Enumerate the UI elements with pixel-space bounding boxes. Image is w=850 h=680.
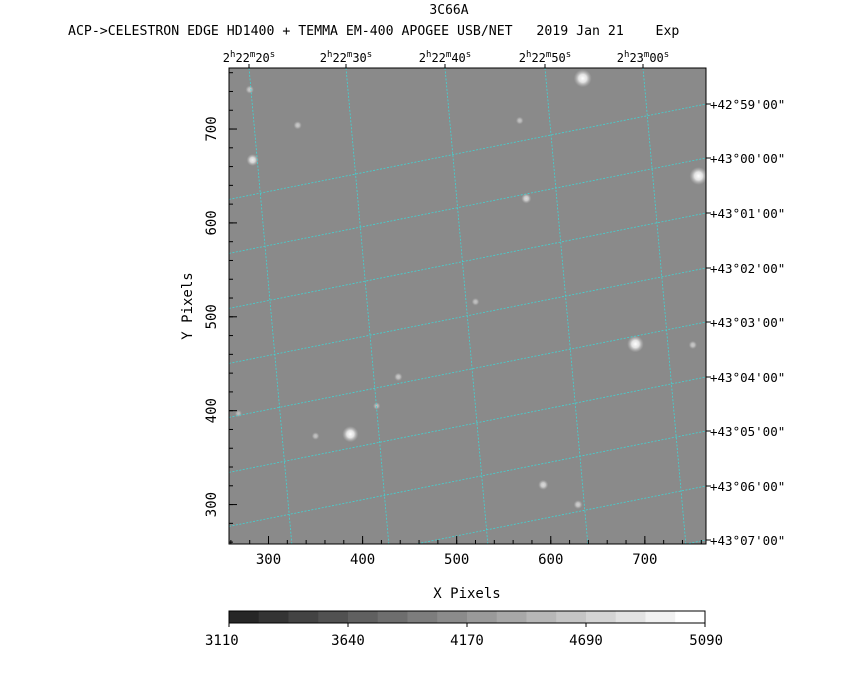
x-tick-label: 700: [632, 552, 657, 568]
ra-label: 2h22m20s: [223, 50, 275, 65]
ra-grid-line: [248, 68, 293, 544]
colorbar-swatch: [496, 611, 527, 623]
x-tick-label: 600: [538, 552, 563, 568]
star: [573, 500, 583, 510]
star: [515, 116, 524, 125]
dec-label: +43°03'00": [710, 315, 785, 330]
star: [521, 193, 532, 204]
plot-subtitle: ACP->CELESTRON EDGE HD1400 + TEMMA EM-40…: [68, 24, 679, 39]
star: [538, 479, 549, 490]
dec-grid-line: [229, 212, 706, 309]
y-tick-label: 600: [204, 210, 220, 235]
ra-label: 2h22m30s: [320, 50, 372, 65]
ra-grid-line: [544, 68, 589, 544]
image-panel: [228, 67, 785, 545]
colorbar-swatch: [586, 611, 617, 623]
star: [471, 297, 480, 306]
dec-grid-line: [413, 485, 706, 544]
colorbar-swatch: [526, 611, 557, 623]
dec-label: +43°04'00": [710, 370, 785, 385]
star: [627, 335, 644, 353]
dec-grid-line: [229, 430, 706, 527]
colorbar-swatch: [615, 611, 646, 623]
star: [245, 85, 254, 94]
colorbar-swatch: [675, 611, 706, 623]
x-tick-label: 500: [444, 552, 469, 568]
y-tick-label: 400: [204, 398, 220, 423]
star: [342, 426, 359, 443]
x-axis: 300 400 500 600 700: [230, 536, 702, 568]
star: [311, 432, 320, 440]
ra-label: 2h22m50s: [519, 50, 571, 65]
colorbar-label: 3640: [331, 633, 365, 649]
dec-grid-line: [229, 157, 706, 254]
ra-grid-line: [642, 68, 687, 544]
colorbar-swatch: [377, 611, 408, 623]
colorbar-label: 3110: [205, 633, 239, 649]
colorbar-swatch: [318, 611, 349, 623]
dec-label: +43°06'00": [710, 479, 785, 494]
colorbar-label: 4170: [450, 633, 484, 649]
colorbar-label: 5090: [689, 633, 723, 649]
dec-grid-line: [229, 267, 706, 364]
image-frame: [228, 67, 707, 545]
y-axis: 300 400 500 600 700: [204, 72, 237, 543]
ra-grid-line: [742, 68, 785, 544]
wcs-grid: [229, 68, 785, 544]
colorbar-label: 4690: [569, 633, 603, 649]
dec-label: +43°05'00": [710, 424, 785, 439]
star: [394, 372, 403, 382]
colorbar-swatch: [348, 611, 379, 623]
ra-grid-line: [345, 68, 390, 544]
x-axis-label: X Pixels: [433, 586, 500, 602]
dec-grid-line: [229, 376, 706, 473]
dec-label: +43°02'00": [710, 261, 785, 276]
colorbar-swatch: [229, 611, 260, 623]
dec-label: +43°01'00": [710, 206, 785, 221]
colorbar: 3110 3640 4170 4690 5090: [205, 610, 723, 649]
star: [689, 166, 706, 185]
x-tick-label: 300: [256, 552, 281, 568]
dec-grid-line: [229, 103, 706, 200]
star: [573, 69, 592, 88]
dec-axis-labels: +42°59'00" +43°00'00" +43°01'00" +43°02'00"…: [706, 97, 785, 548]
dec-label: +43°07'00": [710, 533, 785, 548]
image-background: [229, 68, 706, 544]
ra-axis-labels: 2h22m20s 2h22m30s 2h22m40s 2h22m50s 2h23m00s: [223, 50, 669, 68]
colorbar-swatch: [645, 611, 676, 623]
y-axis-label: Y Pixels: [180, 272, 196, 339]
colorbar-swatch: [258, 611, 289, 623]
colorbar-swatch: [556, 611, 587, 623]
star: [372, 402, 381, 410]
ra-label: 2h23m00s: [617, 50, 669, 65]
x-tick-label: 400: [350, 552, 375, 568]
stars-layer: [234, 69, 706, 510]
colorbar-swatch: [407, 611, 438, 623]
plot-title: 3C66A: [429, 3, 468, 18]
y-tick-label: 500: [204, 304, 220, 329]
y-tick-label: 700: [204, 116, 220, 141]
dec-label: +43°00'00": [710, 151, 785, 166]
colorbar-swatch: [288, 611, 319, 623]
dec-label: +42°59'00": [710, 97, 785, 112]
colorbar-swatch: [437, 611, 468, 623]
dec-grid-line: [229, 321, 706, 418]
ra-grid-line: [444, 68, 489, 544]
star: [688, 340, 698, 350]
star: [246, 154, 259, 167]
colorbar-swatch: [467, 611, 498, 623]
y-tick-label: 300: [204, 492, 220, 517]
ra-label: 2h22m40s: [419, 50, 471, 65]
star: [293, 121, 302, 130]
